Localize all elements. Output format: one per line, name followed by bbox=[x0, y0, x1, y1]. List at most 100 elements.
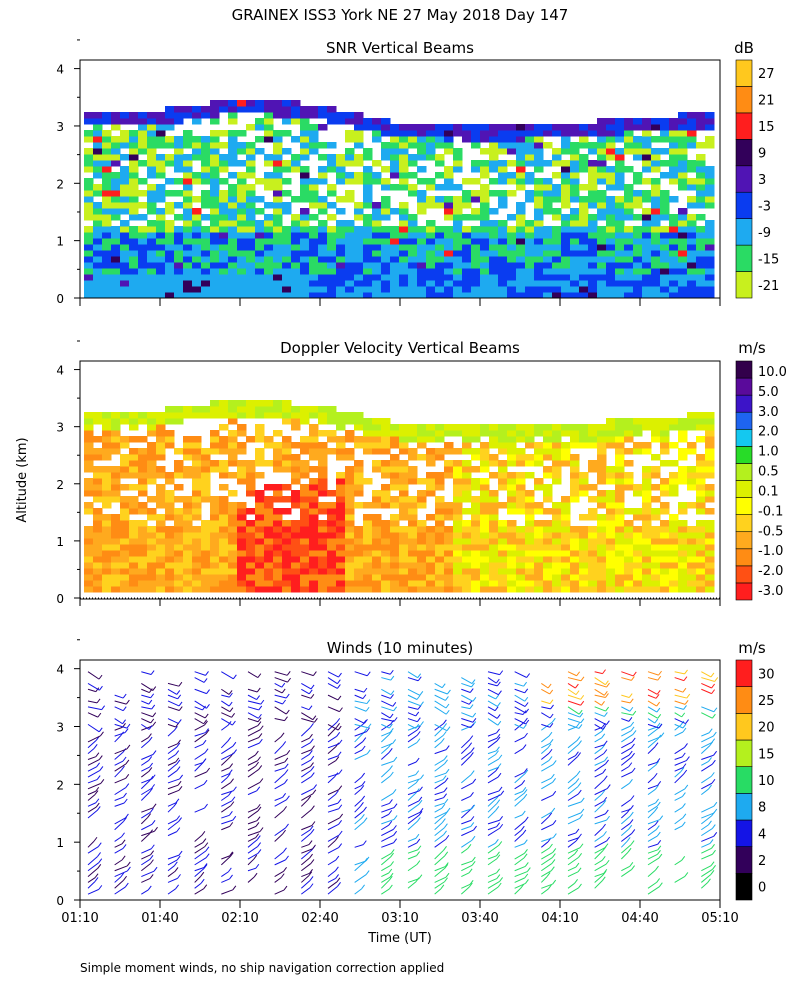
colorbar-label: 3.0 bbox=[758, 405, 779, 420]
wind-barb-flag bbox=[206, 847, 209, 851]
doppler-cell bbox=[327, 502, 337, 509]
doppler-cell bbox=[210, 496, 220, 503]
wind-barb-flag bbox=[127, 745, 130, 749]
snr-cell bbox=[93, 172, 103, 179]
wind-barb-flag bbox=[205, 749, 208, 753]
doppler-cell bbox=[282, 448, 292, 455]
snr-cell bbox=[489, 220, 499, 227]
wind-barb-flag bbox=[523, 745, 526, 749]
snr-cell bbox=[264, 178, 274, 185]
snr-cell bbox=[525, 262, 535, 269]
doppler-cell bbox=[588, 556, 598, 563]
doppler-cell bbox=[345, 508, 355, 515]
snr-cell bbox=[399, 154, 409, 161]
wind-barb-flag bbox=[683, 724, 686, 728]
doppler-cell bbox=[597, 502, 607, 509]
doppler-cell bbox=[318, 442, 328, 449]
doppler-cell bbox=[669, 418, 679, 425]
doppler-cell bbox=[147, 538, 157, 545]
snr-cell bbox=[120, 118, 130, 125]
doppler-cell bbox=[102, 526, 112, 533]
snr-cell bbox=[399, 274, 409, 281]
wind-barb-flag bbox=[658, 850, 661, 854]
wind-barb-flag bbox=[152, 784, 155, 788]
snr-cell bbox=[417, 124, 427, 131]
doppler-cell bbox=[363, 502, 373, 509]
doppler-cell bbox=[300, 484, 310, 491]
snr-cell bbox=[462, 268, 472, 275]
snr-cell bbox=[363, 256, 373, 263]
snr-cell bbox=[372, 172, 382, 179]
wind-barb bbox=[195, 889, 204, 894]
snr-cell bbox=[120, 202, 130, 209]
wind-barb-flag bbox=[416, 771, 419, 775]
snr-cell bbox=[156, 226, 166, 233]
wind-barb-flag bbox=[124, 799, 127, 803]
y-axis-label: Altitude (km) bbox=[15, 437, 30, 522]
wind-barb-flag bbox=[203, 759, 206, 763]
snr-cell bbox=[120, 184, 130, 191]
doppler-cell bbox=[390, 502, 400, 509]
snr-cell bbox=[669, 238, 679, 245]
doppler-cell bbox=[309, 538, 319, 545]
wind-barb bbox=[355, 785, 362, 788]
snr-cell bbox=[588, 286, 598, 293]
wind-barb-flag bbox=[496, 806, 499, 810]
snr-cell bbox=[282, 166, 292, 173]
wind-barb-flag bbox=[683, 728, 686, 732]
doppler-cell bbox=[336, 448, 346, 455]
doppler-cell bbox=[597, 448, 607, 455]
wind-barb bbox=[515, 749, 523, 754]
wind-barb-flag bbox=[122, 840, 125, 844]
snr-cell bbox=[264, 214, 274, 221]
snr-cell bbox=[129, 286, 139, 293]
doppler-cell bbox=[660, 424, 670, 431]
wind-barb bbox=[168, 785, 178, 789]
wind-barb bbox=[621, 678, 631, 681]
snr-cell bbox=[453, 160, 463, 167]
doppler-cell bbox=[660, 508, 670, 515]
snr-cell bbox=[489, 142, 499, 149]
snr-cell bbox=[687, 130, 697, 137]
doppler-cell bbox=[417, 454, 427, 461]
snr-cell bbox=[129, 178, 139, 185]
snr-cell bbox=[705, 190, 715, 197]
snr-cell bbox=[678, 220, 688, 227]
snr-cell bbox=[156, 256, 166, 263]
snr-cell bbox=[516, 244, 526, 251]
wind-barb-flag bbox=[444, 831, 447, 835]
doppler-cell bbox=[669, 478, 679, 485]
wind-barb bbox=[88, 683, 99, 690]
snr-cell bbox=[345, 118, 355, 125]
wind-barb bbox=[195, 784, 204, 789]
wind-barb bbox=[141, 689, 149, 692]
doppler-cell bbox=[282, 562, 292, 569]
snr-cell bbox=[579, 256, 589, 263]
doppler-cell bbox=[318, 460, 328, 467]
doppler-cell bbox=[453, 490, 463, 497]
doppler-cell bbox=[615, 544, 625, 551]
doppler-cell bbox=[615, 454, 625, 461]
doppler-cell bbox=[363, 436, 373, 443]
wind-barb-flag bbox=[658, 714, 661, 718]
doppler-cell bbox=[264, 496, 274, 503]
doppler-cell bbox=[84, 574, 94, 581]
doppler-cell bbox=[651, 484, 661, 491]
snr-cell bbox=[264, 244, 274, 251]
snr-cell bbox=[381, 244, 391, 251]
snr-cell bbox=[318, 262, 328, 269]
doppler-cell bbox=[291, 562, 301, 569]
snr-cell bbox=[525, 256, 535, 263]
doppler-cell bbox=[426, 454, 436, 461]
wind-barb-flag bbox=[259, 733, 262, 737]
doppler-cell bbox=[309, 562, 319, 569]
colorbar-label: 27 bbox=[758, 67, 775, 82]
snr-cell bbox=[696, 202, 706, 209]
snr-cell bbox=[102, 280, 112, 287]
doppler-cell bbox=[138, 502, 148, 509]
doppler-cell bbox=[696, 478, 706, 485]
snr-cell bbox=[534, 274, 544, 281]
wind-barb bbox=[408, 735, 417, 742]
snr-cell bbox=[462, 232, 472, 239]
snr-cell bbox=[678, 136, 688, 143]
